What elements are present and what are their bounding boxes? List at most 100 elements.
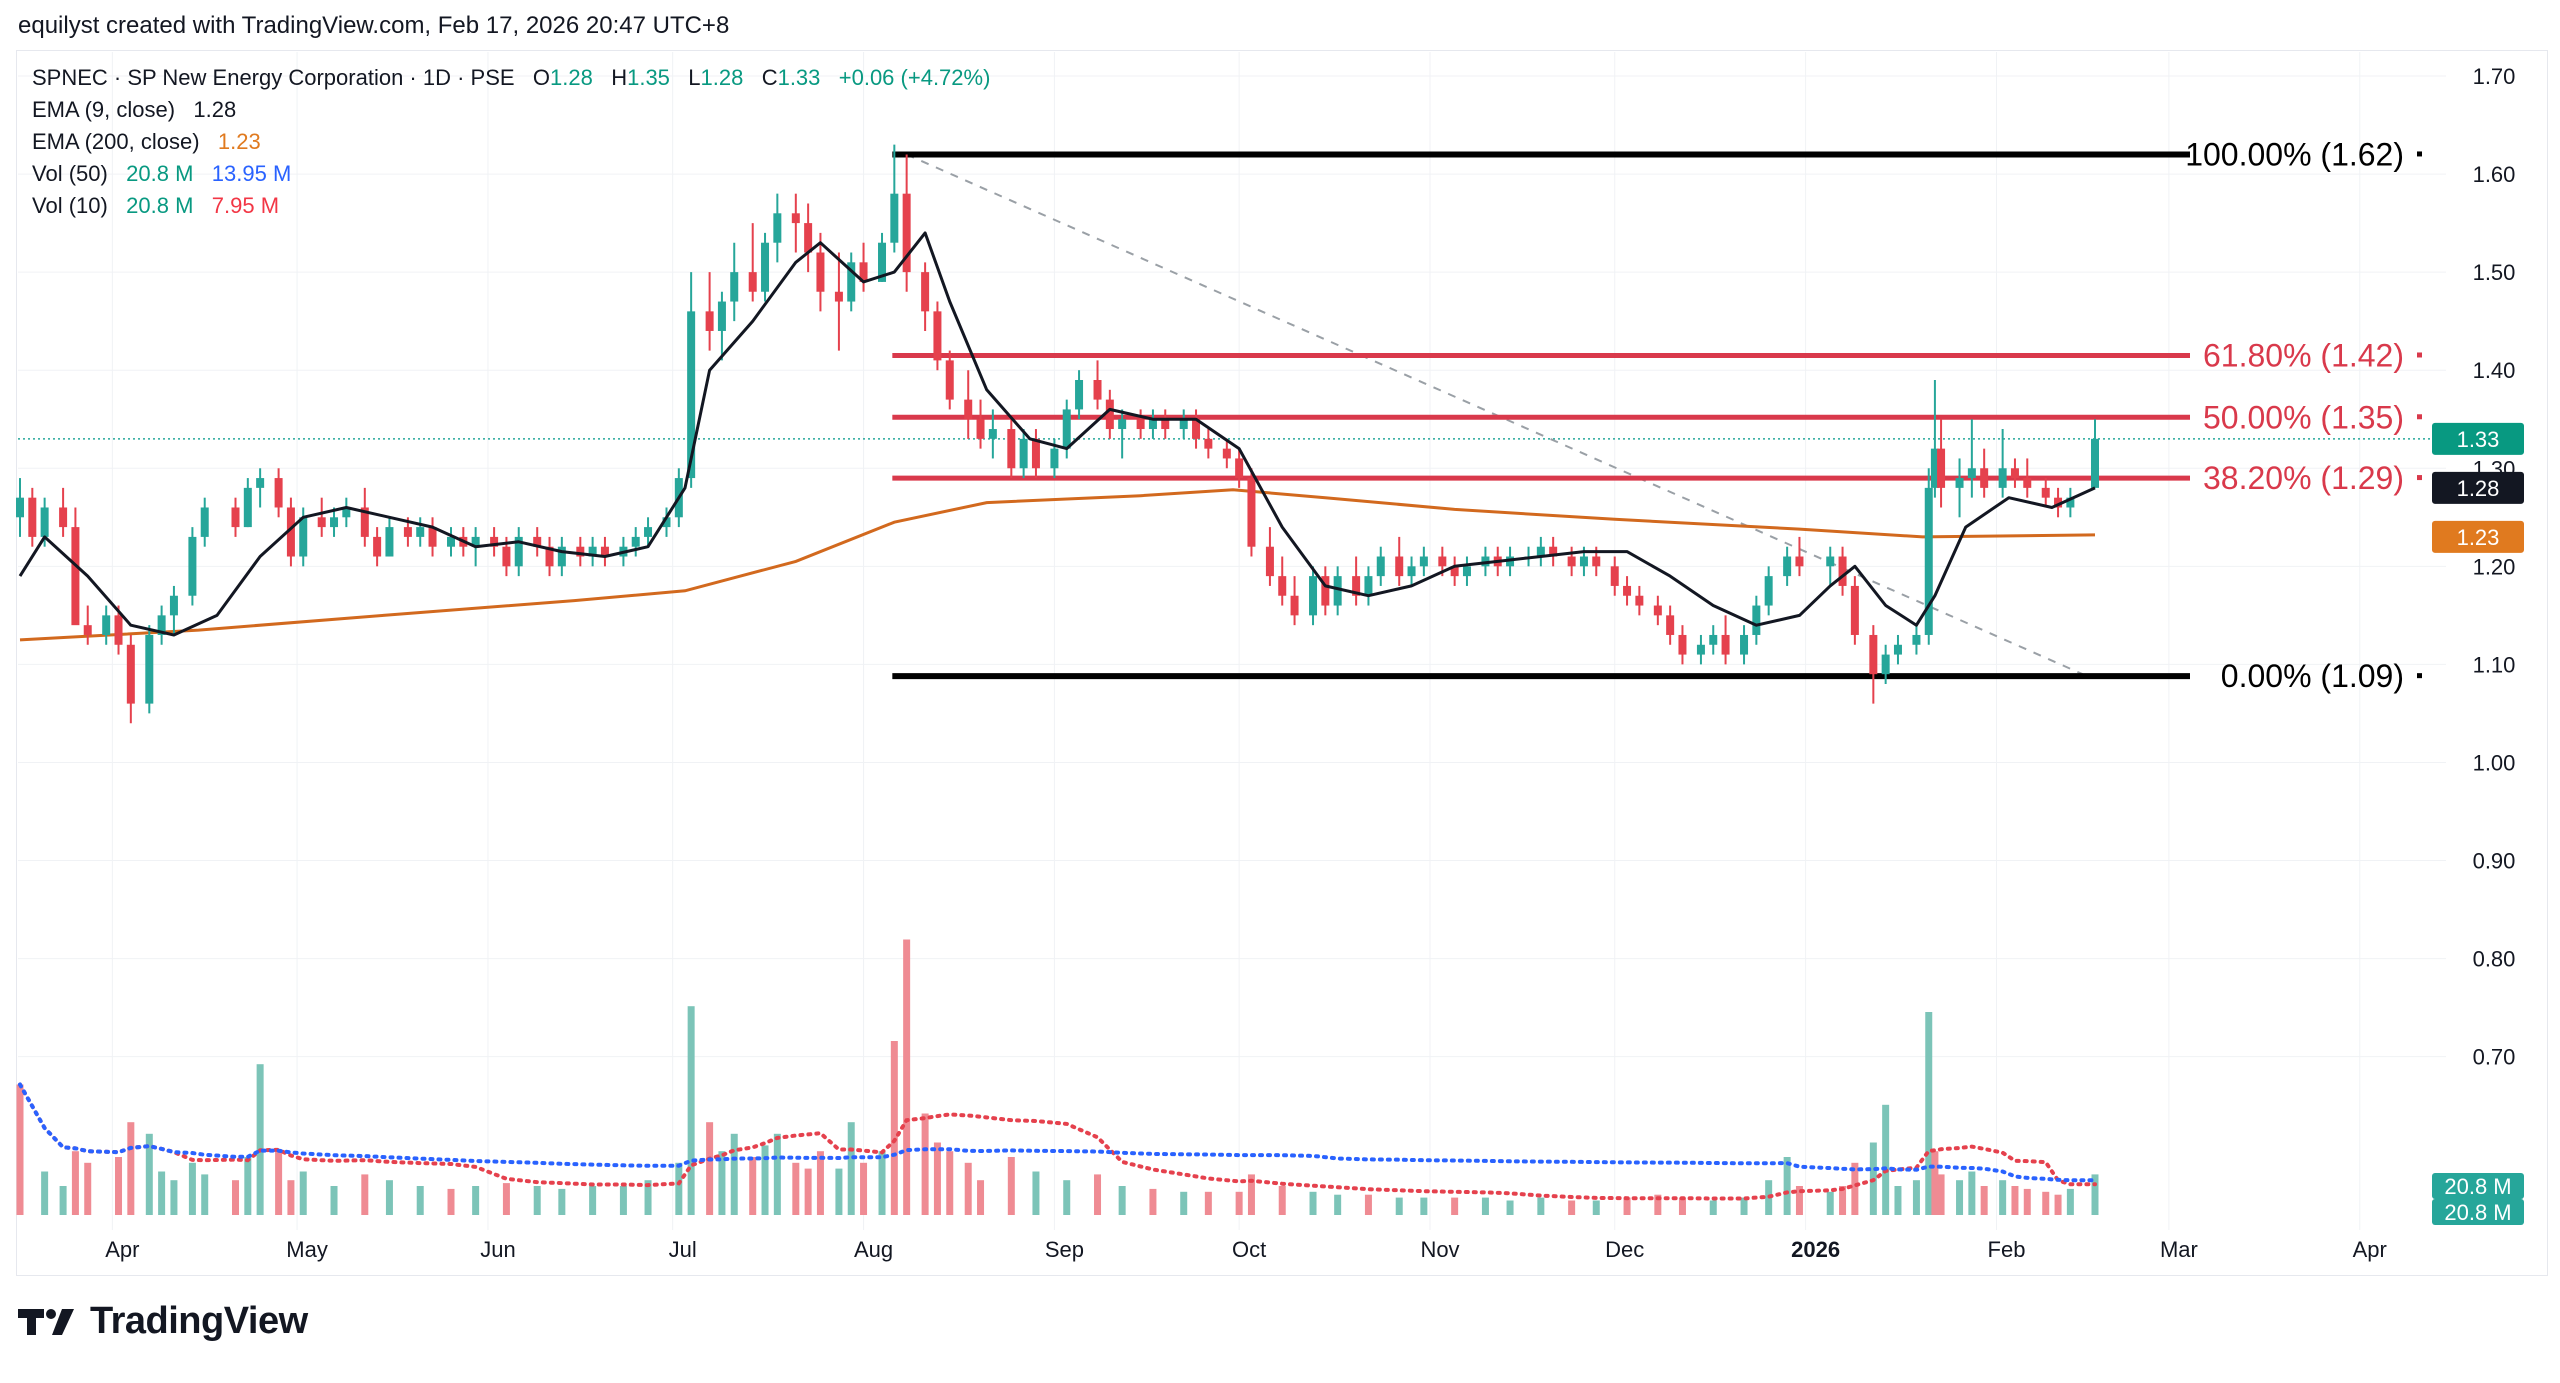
legend-ema9-row[interactable]: EMA (9, close) 1.28 xyxy=(32,94,990,126)
volume-bar xyxy=(170,1180,178,1215)
volume-bar xyxy=(749,1157,757,1215)
candle-body xyxy=(1450,566,1459,577)
y-tick-label: 0.80 xyxy=(2473,947,2516,972)
volume-bar xyxy=(2054,1194,2062,1215)
volume-bar xyxy=(964,1162,972,1215)
low-label: L xyxy=(688,65,701,90)
candle-body xyxy=(730,272,739,302)
candle-body xyxy=(1407,566,1416,577)
legend-vol50-row[interactable]: Vol (50) 20.8 M 13.95 M xyxy=(32,158,990,190)
price-axis-label: 1.33 xyxy=(2457,427,2500,452)
price-axis-label-box xyxy=(2432,471,2524,504)
volume-bar xyxy=(2023,1188,2031,1215)
candle-body xyxy=(83,625,92,635)
candle-body xyxy=(1105,399,1114,430)
volume-bar xyxy=(1882,1104,1890,1215)
candle-body xyxy=(588,546,597,557)
x-tick-label: Nov xyxy=(1420,1237,1459,1262)
candle-body xyxy=(804,223,813,253)
volume-bar xyxy=(59,1186,67,1215)
x-tick-label: Aug xyxy=(854,1237,893,1262)
volume-bar xyxy=(1235,1191,1243,1215)
candle-body xyxy=(1192,419,1201,439)
volume-bar xyxy=(127,1122,135,1215)
candle-body xyxy=(28,497,37,537)
volume-bar xyxy=(1783,1157,1791,1215)
candle-body xyxy=(902,193,911,273)
candle-body xyxy=(1967,468,1976,479)
candle-body xyxy=(1869,634,1878,675)
candle-body xyxy=(945,360,954,400)
candle-body xyxy=(1740,634,1749,655)
legend-ema200-row[interactable]: EMA (200, close) 1.23 xyxy=(32,126,990,158)
fib-level-marker xyxy=(2417,414,2422,420)
candle-body xyxy=(1352,576,1361,596)
candle-body xyxy=(533,536,542,547)
x-tick-label: Jun xyxy=(480,1237,515,1262)
candle-body xyxy=(342,507,351,518)
volume-bar xyxy=(244,1157,252,1215)
candle-body xyxy=(1161,419,1170,430)
volume-bar xyxy=(2011,1186,2019,1215)
candle-body xyxy=(1395,556,1404,577)
volume-bar xyxy=(1063,1180,1071,1215)
candle-body xyxy=(403,527,412,537)
candle-body xyxy=(748,272,757,292)
candle-body xyxy=(1333,576,1342,606)
legend-vol10-row[interactable]: Vol (10) 20.8 M 7.95 M xyxy=(32,190,990,222)
trend-line xyxy=(906,153,2084,676)
volume-bar xyxy=(792,1162,800,1215)
volume-bar xyxy=(201,1174,209,1215)
tradingview-brand[interactable]: TradingView xyxy=(18,1300,308,1343)
volume-bar xyxy=(533,1186,541,1215)
fib-level-label: 50.00% (1.35) xyxy=(2203,399,2404,435)
x-tick-label: 2026 xyxy=(1791,1237,1840,1262)
x-tick-label: Dec xyxy=(1605,1237,1644,1262)
volume-bar xyxy=(330,1186,338,1215)
volume-bar xyxy=(158,1171,166,1215)
candle-body xyxy=(1031,438,1040,469)
candle-body xyxy=(1118,419,1127,430)
candle-body xyxy=(1148,419,1157,430)
candle-body xyxy=(1438,556,1447,567)
candle-body xyxy=(1019,438,1028,469)
candle-body xyxy=(1007,429,1016,469)
volume-bar xyxy=(2066,1188,2074,1215)
candle-body xyxy=(834,291,843,302)
y-tick-label: 1.60 xyxy=(2473,162,2516,187)
volume-bar xyxy=(761,1145,769,1215)
open-value: 1.28 xyxy=(550,65,593,90)
candle-body xyxy=(1881,654,1890,675)
candle-body xyxy=(1247,478,1256,547)
volume-bar xyxy=(1309,1191,1317,1215)
candle-body xyxy=(1635,595,1644,606)
x-tick-label: Feb xyxy=(1988,1237,2026,1262)
candle-body xyxy=(1179,419,1188,430)
volume-bar xyxy=(1568,1200,1576,1215)
candle-body xyxy=(490,536,499,547)
volume-bar xyxy=(946,1151,954,1215)
volume-bar xyxy=(1795,1186,1803,1215)
open-label: O xyxy=(532,65,551,90)
legend-symbol-row[interactable]: SPNEC · SP New Energy Corporation · 1D ·… xyxy=(32,62,990,94)
candle-body xyxy=(1050,448,1059,469)
close-label: C xyxy=(761,65,778,90)
volume-bar xyxy=(275,1151,283,1215)
candle-body xyxy=(1998,468,2007,488)
chart-frame xyxy=(16,50,2548,1276)
x-tick-label: Mar xyxy=(2160,1237,2198,1262)
ema200-line xyxy=(19,488,2096,642)
candle-body xyxy=(243,487,252,528)
volume-bar xyxy=(804,1168,812,1215)
chart-caption: equilyst created with TradingView.com, F… xyxy=(18,12,730,39)
volume-bar xyxy=(1912,1180,1920,1215)
volume-bar xyxy=(1032,1171,1040,1215)
candle-body xyxy=(662,517,671,528)
ema200-value: 1.23 xyxy=(217,129,261,154)
candle-body xyxy=(1795,556,1804,567)
fib-level-label: 0.00% (1.09) xyxy=(2221,658,2404,694)
vol10-value-1: 20.8 M xyxy=(126,193,194,218)
volume-bar xyxy=(903,939,911,1215)
candle-body xyxy=(1623,585,1632,596)
